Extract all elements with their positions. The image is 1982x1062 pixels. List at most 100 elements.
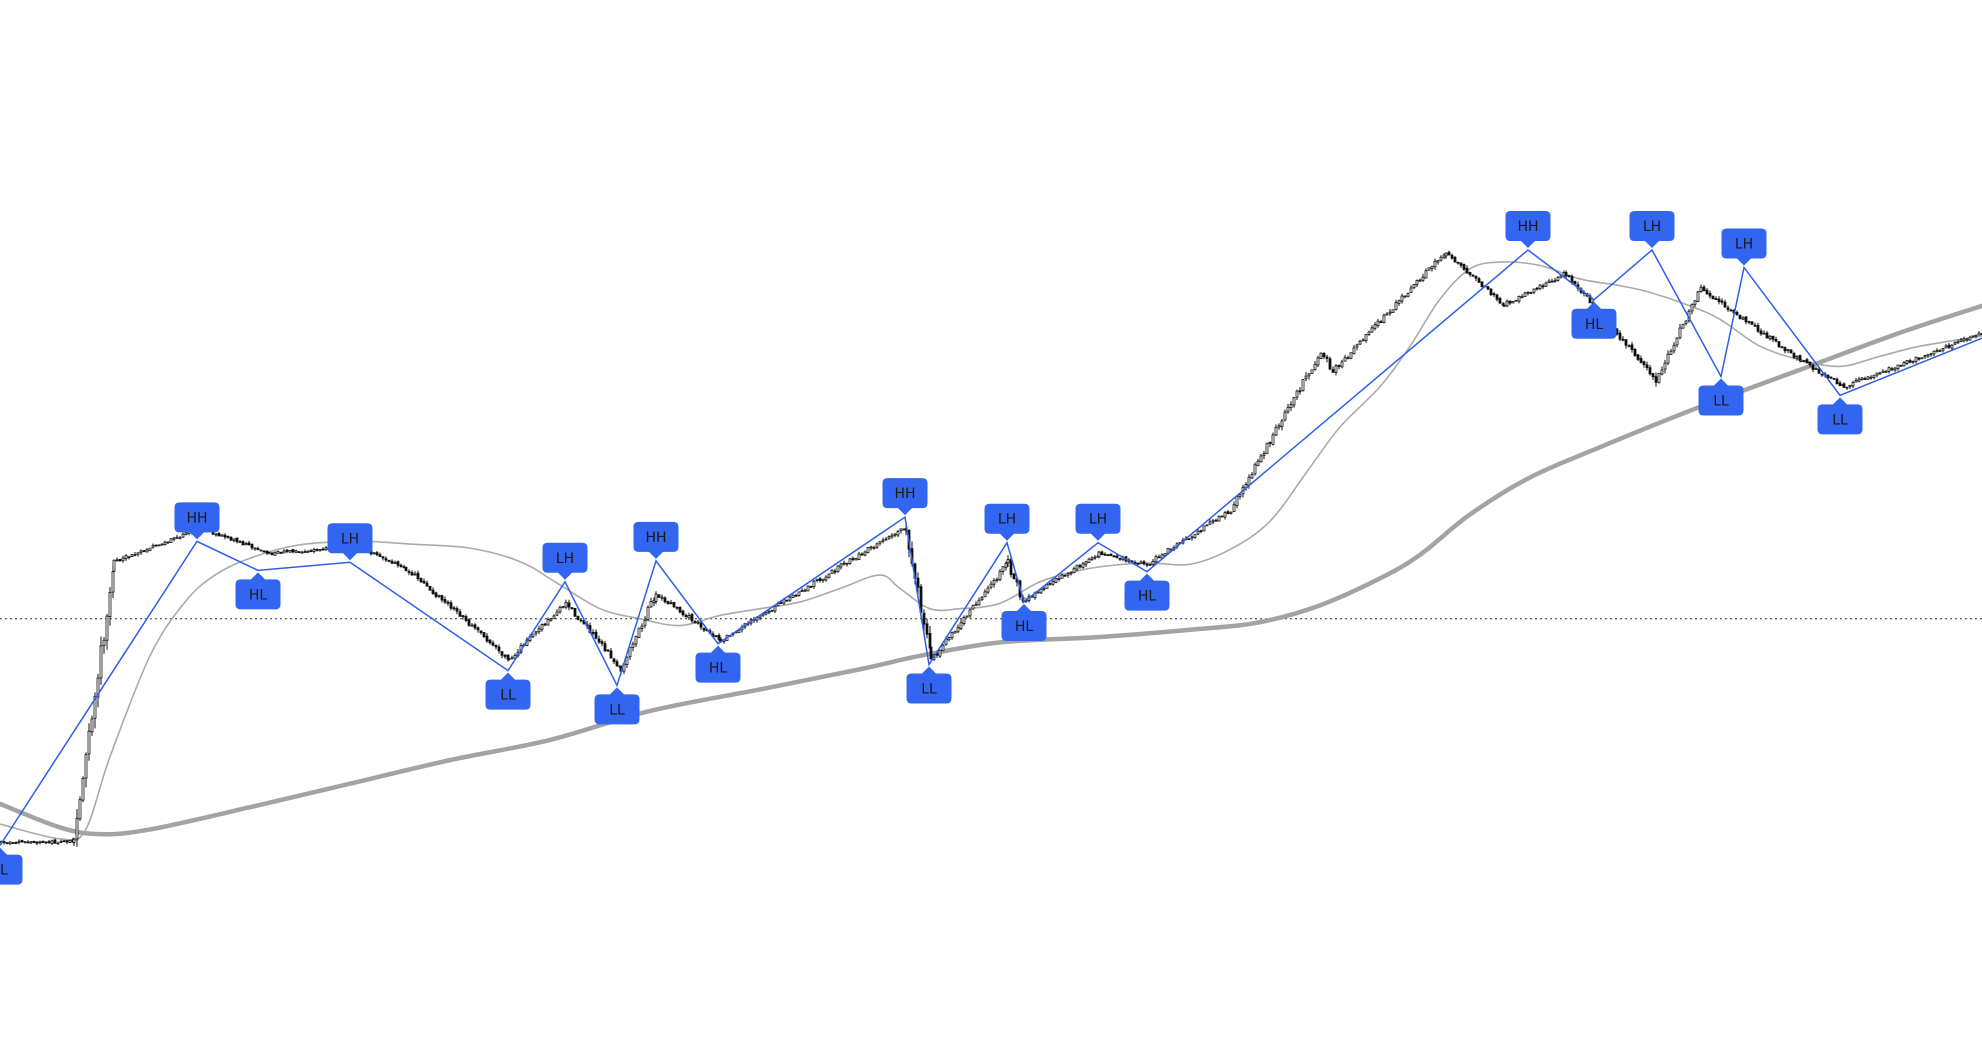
candle-up [75, 817, 79, 840]
candle-up [1857, 378, 1861, 382]
pivot-label-hh: HH [633, 521, 679, 559]
candle-up [124, 555, 128, 560]
pivot-label-text: HL [709, 661, 728, 677]
candle-down [226, 535, 230, 538]
pivot-label-box [695, 645, 741, 683]
candle-down [1633, 349, 1637, 357]
candle-up [878, 541, 882, 544]
candle-down [1450, 254, 1454, 259]
candle-down [1535, 287, 1539, 290]
candle-down [1832, 377, 1836, 380]
candle-down [833, 570, 837, 573]
candle-up [1295, 390, 1299, 398]
candle-down [809, 586, 813, 588]
candle-up [145, 549, 149, 553]
candle-up [1259, 455, 1263, 463]
candle-up [111, 571, 115, 593]
candle-up [1343, 357, 1347, 362]
candle-up [1896, 364, 1900, 369]
candle-down [256, 548, 260, 551]
candle-up [136, 552, 140, 555]
pivot-label-box [984, 503, 1030, 541]
candle-up [68, 839, 72, 843]
candle-up [1238, 494, 1242, 498]
pivot-label-lh: LH [984, 503, 1030, 541]
candle-up [1072, 568, 1076, 574]
candle-up [1292, 397, 1296, 406]
candle-down [267, 551, 271, 554]
candle-down [1012, 573, 1016, 580]
candle-down [570, 607, 574, 610]
candle-down [1863, 378, 1867, 380]
candle-down [1702, 286, 1706, 292]
candle-down [1705, 289, 1709, 295]
candlestick-layer [0, 250, 1982, 847]
candle-up [1433, 260, 1437, 268]
candle-down [1890, 368, 1894, 371]
candle-down [1842, 383, 1846, 388]
pivot-label-box [1124, 573, 1170, 611]
candle-up [1690, 303, 1694, 312]
candle-up [625, 657, 629, 665]
pivot-label-text: LH [998, 512, 1016, 528]
candle-up [1036, 591, 1040, 594]
candle-up [324, 547, 328, 551]
candle-down [440, 595, 444, 601]
candle-down [597, 638, 601, 643]
candle-up [1439, 256, 1443, 261]
candle-down [916, 577, 920, 588]
candle-up [1938, 350, 1942, 353]
candle-up [866, 547, 870, 553]
candle-up [534, 631, 538, 634]
candle-down [929, 646, 933, 660]
candle-up [1962, 338, 1966, 342]
candle-up [1802, 360, 1806, 362]
candle-down [1486, 286, 1490, 290]
candle-up [175, 536, 179, 539]
pivot-label-text: LH [556, 551, 574, 567]
candle-up [803, 589, 807, 592]
candle-up [1517, 296, 1521, 302]
candle-down [422, 580, 426, 584]
candle-up [276, 550, 280, 554]
candle-up [1860, 377, 1864, 381]
candle-up [1087, 558, 1091, 563]
candle-up [791, 594, 795, 598]
candle-down [717, 634, 721, 640]
candle-up [1950, 344, 1954, 349]
candle-up [1208, 521, 1212, 525]
candle-down [922, 612, 926, 625]
candle-up [640, 625, 644, 629]
candle-down [309, 550, 313, 553]
candle-up [863, 551, 867, 556]
pivot-label-ll: LL [906, 666, 952, 704]
pivot-label-lh: LH [542, 542, 588, 580]
pivot-label-box [1698, 378, 1744, 416]
pivot-label-text: HL [249, 587, 268, 603]
pivot-label-hh: HH [882, 478, 928, 516]
candle-up [1382, 314, 1386, 323]
candle-down [693, 621, 697, 623]
candle-down [485, 635, 489, 642]
candle-down [1717, 298, 1721, 302]
candle-down [26, 841, 30, 844]
candle-down [14, 842, 18, 845]
candle-up [56, 842, 60, 845]
candle-up [643, 619, 647, 626]
candle-up [184, 532, 188, 535]
candle-down [127, 556, 131, 559]
pivot-label-hh: HH [1505, 210, 1551, 248]
candle-down [1115, 555, 1119, 558]
candle-up [1914, 356, 1918, 362]
candle-up [1286, 406, 1290, 413]
candle-down [247, 542, 251, 546]
candle-up [1334, 365, 1338, 373]
candle-down [1947, 344, 1951, 348]
candle-up [827, 573, 831, 578]
candle-down [321, 548, 325, 551]
candle-down [1570, 276, 1574, 283]
candle-up [1977, 332, 1981, 336]
candle-up [282, 550, 286, 554]
candle-down [699, 622, 703, 628]
